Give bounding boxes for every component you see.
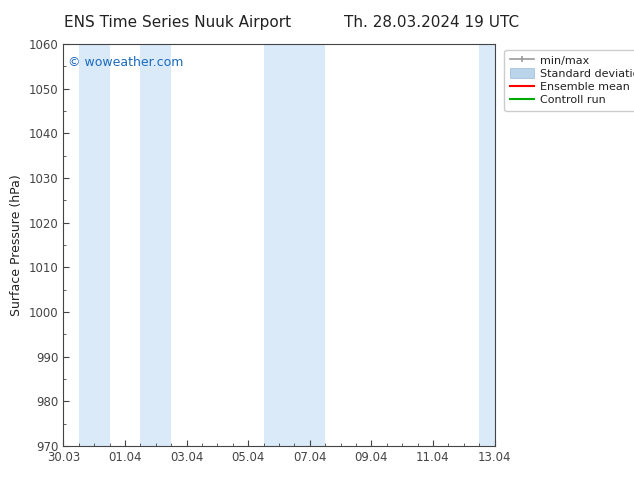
Bar xyxy=(79,44,110,446)
Text: Th. 28.03.2024 19 UTC: Th. 28.03.2024 19 UTC xyxy=(344,15,519,30)
Bar xyxy=(264,44,325,446)
Text: © woweather.com: © woweather.com xyxy=(68,56,183,69)
Y-axis label: Surface Pressure (hPa): Surface Pressure (hPa) xyxy=(10,174,23,316)
Text: ENS Time Series Nuuk Airport: ENS Time Series Nuuk Airport xyxy=(64,15,291,30)
Bar xyxy=(479,44,501,446)
Legend: min/max, Standard deviation, Ensemble mean run, Controll run: min/max, Standard deviation, Ensemble me… xyxy=(505,49,634,111)
Bar xyxy=(140,44,171,446)
